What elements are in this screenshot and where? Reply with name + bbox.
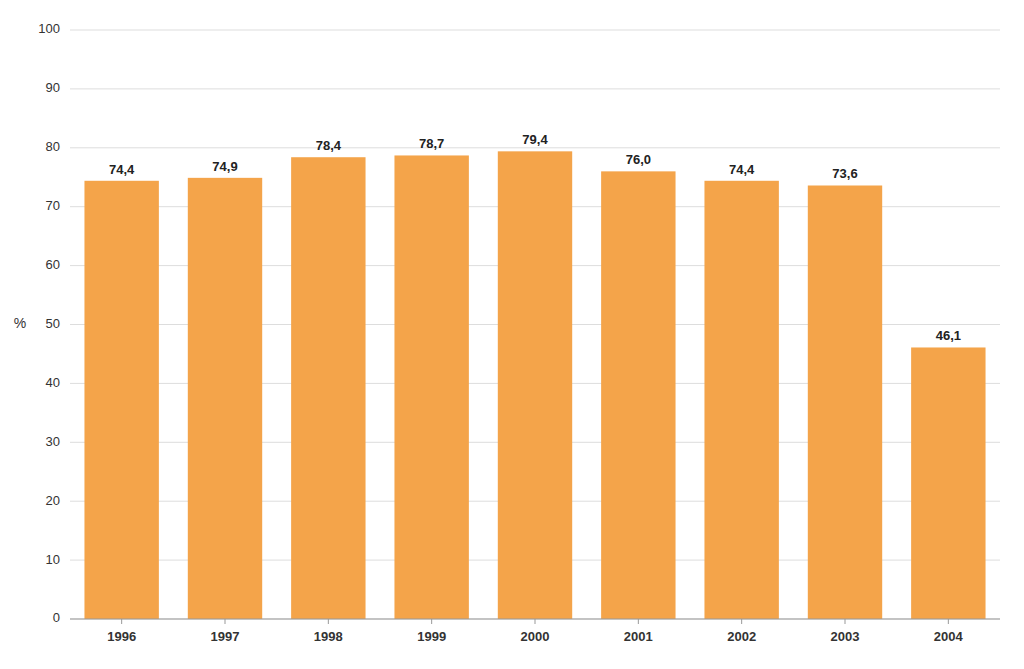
y-axis: 0 10 20 30 40 50 60 70 80 90 100 — [38, 21, 60, 625]
x-tick — [638, 619, 639, 624]
x-tick — [535, 619, 536, 624]
y-tick-label: 50 — [46, 316, 60, 331]
x-tick — [948, 619, 949, 624]
x-tick-label: 1997 — [211, 629, 240, 644]
x-tick-label: 2003 — [831, 629, 860, 644]
y-tick-label: 90 — [46, 80, 60, 95]
data-label: 74,4 — [109, 162, 135, 177]
y-tick-label: 20 — [46, 493, 60, 508]
y-tick-label: 0 — [53, 610, 60, 625]
bar — [911, 347, 985, 619]
y-tick-label: 80 — [46, 139, 60, 154]
data-label: 79,4 — [522, 132, 548, 147]
x-tick — [328, 619, 329, 624]
bar — [188, 178, 262, 619]
bar — [84, 181, 158, 619]
y-tick-label: 70 — [46, 198, 60, 213]
grid-line — [70, 88, 1000, 89]
page: {"chart_data": {"type": "bar", "categori… — [0, 0, 1024, 669]
y-tick-label: 100 — [38, 21, 60, 36]
grid — [70, 30, 1000, 619]
bar — [498, 151, 572, 619]
x-tick-label: 1996 — [107, 629, 136, 644]
x-tick-label: 2002 — [727, 629, 756, 644]
y-tick-label: 40 — [46, 375, 60, 390]
data-label: 76,0 — [626, 152, 651, 167]
x-tick — [225, 619, 226, 624]
bar — [394, 155, 468, 619]
x-axis: 1996 1997 1998 1999 2000 2001 2002 2003 2004 — [107, 619, 963, 644]
data-label: 78,7 — [419, 136, 444, 151]
data-label: 73,6 — [832, 166, 857, 181]
data-label: 74,4 — [729, 162, 755, 177]
data-label: 74,9 — [212, 159, 237, 174]
y-tick-label: 10 — [46, 552, 60, 567]
bar — [704, 181, 778, 619]
y-tick-label: 60 — [46, 257, 60, 272]
bar — [291, 157, 365, 619]
grid-line — [70, 30, 1000, 31]
grid-line — [70, 147, 1000, 148]
x-tick — [845, 619, 846, 624]
x-tick — [431, 619, 432, 624]
y-tick-label: 30 — [46, 434, 60, 449]
data-label: 46,1 — [936, 328, 961, 343]
chart-svg: 0 10 20 30 40 50 60 70 80 90 100% 1996 1997 1998 1999 2… — [0, 0, 1024, 669]
bar — [808, 185, 882, 619]
data-label: 78,4 — [316, 138, 342, 153]
x-tick-label: 2004 — [934, 629, 964, 644]
x-tick — [741, 619, 742, 624]
x-tick-label: 2001 — [624, 629, 653, 644]
bars — [84, 151, 985, 619]
chart-container: 0 10 20 30 40 50 60 70 80 90 100% 1996 1997 1998 1999 2… — [0, 0, 1024, 669]
x-tick-label: 2000 — [521, 629, 550, 644]
x-tick-label: 1999 — [417, 629, 446, 644]
y-axis-label: % — [14, 315, 26, 331]
data-labels: 74,4 74,9 78,4 78,7 79,4 76,0 74,4 73,6 46,1 — [109, 132, 961, 343]
x-tick — [121, 619, 122, 624]
x-tick-label: 1998 — [314, 629, 343, 644]
bar — [601, 171, 675, 619]
